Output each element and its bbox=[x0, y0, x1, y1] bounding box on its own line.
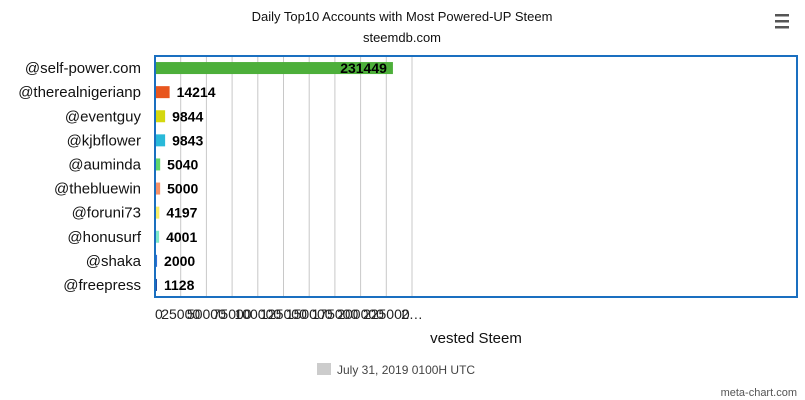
x-tick-label: 200000 bbox=[337, 306, 384, 322]
data-label: 2000 bbox=[164, 253, 195, 269]
hamburger-menu-icon[interactable] bbox=[775, 14, 789, 29]
bars: 231449 14214 9844 9843 5040 5000 4197 4001 2000 1… bbox=[155, 60, 393, 293]
x-tick-label: 50000 bbox=[187, 306, 226, 322]
data-label: 5000 bbox=[167, 181, 198, 197]
grid-lines bbox=[180, 56, 413, 297]
chart-subtitle: steemdb.com bbox=[363, 30, 441, 45]
x-tick-label: 25000 bbox=[161, 306, 200, 322]
data-label: 1128 bbox=[164, 277, 195, 293]
plot-area-border bbox=[154, 55, 798, 298]
category-label: @auminda bbox=[68, 156, 141, 173]
category-label: @freepress bbox=[63, 277, 141, 294]
legend-label: July 31, 2019 0100H UTC bbox=[337, 363, 475, 377]
category-label: @honusurf bbox=[67, 229, 141, 246]
category-label: @thebluewin bbox=[54, 181, 141, 198]
x-tick-label: 2… bbox=[401, 306, 423, 322]
x-tick-label: 225000 bbox=[363, 306, 410, 322]
data-label: 231449 bbox=[340, 60, 387, 76]
data-label: 4001 bbox=[166, 229, 197, 245]
data-label: 9843 bbox=[172, 132, 203, 148]
x-axis-ticks: 0250005000075000100000125000150000175000… bbox=[155, 306, 423, 322]
x-tick-label: 100000 bbox=[234, 306, 281, 322]
x-axis-title: vested Steem bbox=[430, 330, 522, 347]
category-label: @foruni73 bbox=[72, 205, 141, 222]
category-labels: @self-power.com @therealnigerianp @eventgu… bbox=[18, 60, 142, 294]
category-label: @self-power.com bbox=[25, 60, 141, 77]
bar[interactable] bbox=[155, 254, 158, 267]
bar[interactable] bbox=[155, 134, 166, 147]
x-tick-label: 175000 bbox=[312, 306, 359, 322]
credit-text: meta-chart.com bbox=[721, 387, 797, 399]
category-label: @eventguy bbox=[65, 108, 142, 125]
x-tick-label: 150000 bbox=[286, 306, 333, 322]
x-tick-label: 0 bbox=[155, 306, 163, 322]
bar[interactable] bbox=[155, 206, 160, 219]
bar[interactable] bbox=[155, 158, 161, 171]
data-label: 9844 bbox=[172, 108, 203, 124]
category-label: @kjbflower bbox=[67, 132, 141, 149]
data-label: 14214 bbox=[177, 84, 216, 100]
x-tick-label: 125000 bbox=[260, 306, 307, 322]
category-label: @shaka bbox=[86, 253, 142, 270]
bar[interactable] bbox=[155, 62, 393, 75]
data-label: 4197 bbox=[166, 205, 197, 221]
bar[interactable] bbox=[155, 182, 161, 195]
category-label: @therealnigerianp bbox=[18, 84, 141, 101]
x-tick-label: 75000 bbox=[213, 306, 252, 322]
legend-swatch bbox=[317, 363, 331, 375]
data-label: 5040 bbox=[167, 156, 198, 172]
bar[interactable] bbox=[155, 86, 170, 99]
legend[interactable]: July 31, 2019 0100H UTC bbox=[317, 363, 475, 377]
bar[interactable] bbox=[155, 110, 166, 123]
bar[interactable] bbox=[155, 230, 160, 243]
chart-title: Daily Top10 Accounts with Most Powered-U… bbox=[252, 9, 553, 24]
